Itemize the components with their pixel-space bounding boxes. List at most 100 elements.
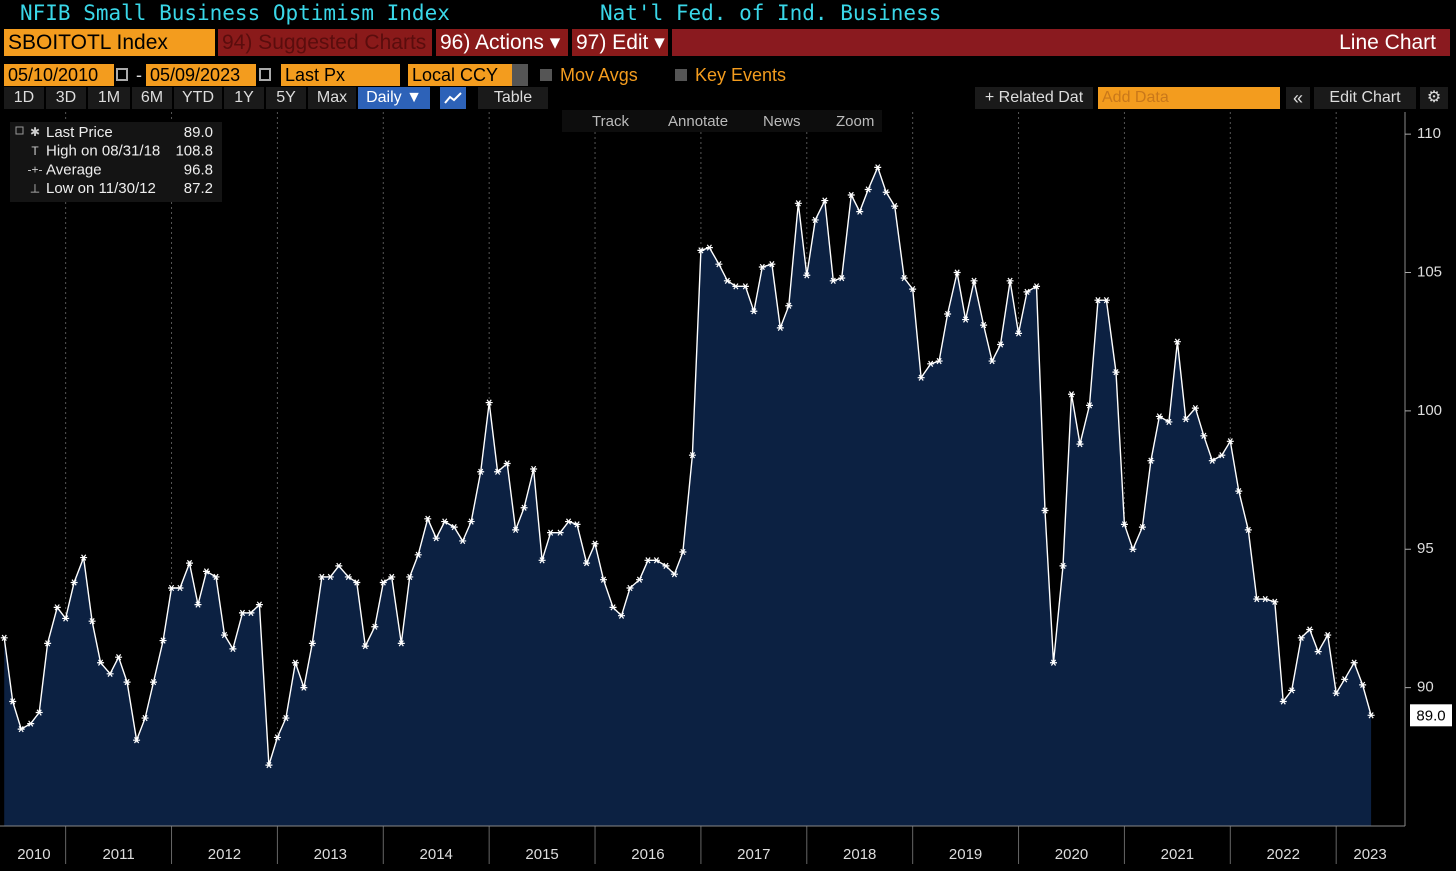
point-marker [900,274,908,282]
checkbox[interactable] [540,69,552,81]
point-marker [229,645,237,653]
period-button[interactable]: 5Y [266,87,306,109]
period-button[interactable]: 1D [4,87,44,109]
point-marker [300,684,308,691]
point-marker [697,247,705,254]
point-marker [1218,452,1226,459]
point-marker [1279,698,1287,705]
actions-menu[interactable]: 96) Actions ▾ [436,29,568,56]
point-marker [1191,404,1199,412]
point-marker [1023,288,1031,296]
point-marker [220,631,228,639]
point-marker [273,734,281,741]
chart-tool[interactable]: News [763,113,801,130]
point-marker [1041,507,1049,514]
legend-glyph: ⊥ [30,181,40,195]
x-tick-label: 2013 [314,846,347,863]
point-marker [265,761,273,769]
legend-label: Last Price [46,124,113,141]
start-date[interactable]: 05/10/2010 [4,64,114,86]
point-marker [1253,595,1261,603]
point-marker [538,557,546,564]
point-marker [353,579,361,586]
period-button[interactable]: 3D [46,87,86,109]
point-marker [1200,432,1208,439]
point-marker [450,523,458,531]
point-marker [732,283,740,290]
period-button[interactable]: 1M [88,87,130,109]
point-marker [477,468,485,475]
point-marker [1367,712,1375,719]
point-marker [636,576,644,583]
add-data-input[interactable]: Add Data [1098,87,1280,109]
currency-select[interactable]: Local CCY [408,64,512,86]
period-button[interactable]: Max [308,87,356,109]
point-marker [1015,330,1023,337]
point-marker [882,189,890,196]
date-separator: - [136,65,142,85]
x-tick-label: 2021 [1161,846,1194,863]
chart-icon-button[interactable] [440,87,466,109]
end-date[interactable]: 05/09/2023 [146,64,256,86]
plot-area [0,112,1375,827]
legend-box [10,122,222,202]
point-marker [1208,457,1216,464]
tools-bar [562,110,882,132]
point-marker [17,725,25,733]
mov-avgs[interactable]: Mov Avgs [560,65,638,85]
point-marker [1341,676,1349,683]
point-marker [1033,283,1041,290]
related-data[interactable]: + Related Dat [975,87,1093,109]
legend-value: 108.8 [175,143,213,160]
point-marker [1324,631,1332,639]
edit-chart[interactable]: Edit Chart [1314,87,1416,109]
settings-gear[interactable]: ⚙ [1420,87,1448,109]
point-marker [785,302,793,309]
chart-tool[interactable]: Track [592,113,629,130]
edit-menu[interactable]: 97) Edit ▾ [572,29,668,56]
point-marker [247,609,255,617]
collapse-button[interactable]: « [1286,87,1310,109]
point-marker [652,557,660,564]
point-marker [917,374,925,381]
ticker-field[interactable]: SBOITOTL Index [4,29,215,56]
point-marker [1147,457,1155,464]
frequency-button[interactable]: Daily ▼ [358,87,430,109]
point-marker [406,573,414,581]
y-tick-label: 90 [1417,679,1434,696]
point-marker [1120,521,1128,528]
chart-tool[interactable]: Annotate [668,113,728,130]
point-marker [1138,523,1146,531]
point-marker [308,640,316,647]
point-marker [1306,626,1314,633]
point-marker [1350,659,1358,666]
point-marker [133,737,141,744]
field-select[interactable]: Last Px [281,64,400,86]
calendar-icon[interactable] [116,68,128,81]
legend-label: High on 08/31/18 [46,143,160,160]
point-marker [424,515,432,522]
point-marker [1297,634,1305,641]
calendar-icon[interactable] [259,68,271,81]
checkbox[interactable] [675,69,687,81]
chart-icon [444,92,462,104]
x-tick-label: 2010 [17,846,50,863]
point-marker [62,615,70,622]
point-marker [1332,690,1340,697]
point-marker [9,698,17,705]
point-marker [847,191,855,199]
point-marker [679,548,687,556]
point-marker [27,720,35,727]
dropdown-button[interactable] [512,64,528,86]
period-button[interactable]: YTD [174,87,222,109]
chart-tool[interactable]: Zoom [836,113,874,130]
point-marker [202,568,210,575]
point-marker [1173,338,1181,345]
period-button[interactable]: 6M [132,87,172,109]
period-button[interactable]: 1Y [224,87,264,109]
key-events[interactable]: Key Events [695,65,787,85]
suggested-charts[interactable]: 94) Suggested Charts [218,29,432,56]
point-marker [556,529,564,536]
table-button[interactable]: Table [478,87,548,109]
